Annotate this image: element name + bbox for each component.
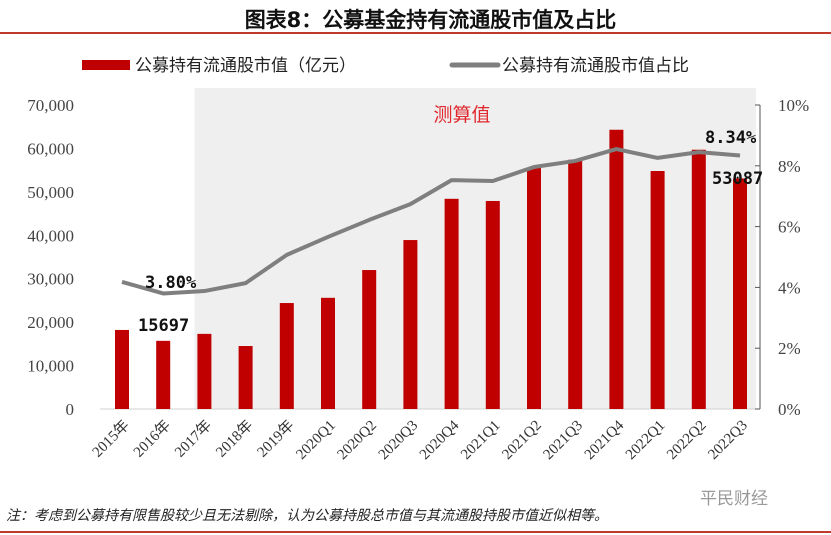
x-tick-label: 2020Q2 xyxy=(335,418,380,463)
bar-2022Q3 xyxy=(733,178,747,409)
bar-2020Q3 xyxy=(403,240,418,409)
x-tick-label: 2019年 xyxy=(254,417,298,461)
left-tick-label: 30,000 xyxy=(27,270,74,289)
x-tick-label: 2022Q2 xyxy=(664,418,709,463)
share-line xyxy=(121,147,741,296)
figure-title: 图表8：公募基金持有流通股市值及占比 xyxy=(244,8,617,32)
bar-2021Q2 xyxy=(527,167,541,409)
x-tick-label: 2020Q3 xyxy=(376,418,421,463)
watermark: 平民财经 xyxy=(700,489,768,509)
bar-2020Q2 xyxy=(362,270,377,409)
left-tick-label: 20,000 xyxy=(27,313,74,332)
x-tick-label: 2022Q3 xyxy=(705,418,750,463)
left-tick-label: 60,000 xyxy=(27,139,74,158)
right-tick-label: 10% xyxy=(778,96,809,115)
bottom-divider xyxy=(0,531,831,533)
bar-2022Q1 xyxy=(650,171,665,409)
right-tick-label: 0% xyxy=(778,400,801,419)
bar-2019年 xyxy=(279,303,294,409)
right-tick-label: 2% xyxy=(778,339,801,358)
legend-label-bar: 公募持有流通股市值（亿元） xyxy=(135,56,356,76)
data-label: 53087 xyxy=(712,169,763,189)
right-tick-label: 8% xyxy=(778,157,801,176)
data-label: 15697 xyxy=(138,316,189,336)
left-tick-label: 0 xyxy=(66,400,75,419)
right-tick-label: 4% xyxy=(778,278,801,297)
x-tick-label: 2022Q1 xyxy=(623,418,668,463)
x-tick-label: 2020Q1 xyxy=(293,418,338,463)
left-tick-label: 10,000 xyxy=(27,357,74,376)
x-tick-label: 2015年 xyxy=(89,417,133,461)
bar-2021Q4 xyxy=(609,129,624,410)
shaded-region-label: 测算值 xyxy=(433,104,490,126)
bar-2020Q4 xyxy=(444,198,459,409)
legend-label-line: 公募持有流通股市值占比 xyxy=(502,56,689,76)
legend-swatch-bar xyxy=(82,60,130,70)
x-tick-label: 2021Q1 xyxy=(458,418,503,463)
data-label: 3.80% xyxy=(145,273,197,293)
x-tick-label: 2016年 xyxy=(130,417,174,461)
bar-2017年 xyxy=(197,333,212,409)
x-tick-label: 2020Q4 xyxy=(417,417,463,463)
bar-2015年 xyxy=(115,329,129,409)
bar-2022Q2 xyxy=(691,149,706,409)
left-tick-label: 50,000 xyxy=(27,183,74,202)
x-tick-label: 2018年 xyxy=(213,417,257,461)
left-tick-label: 70,000 xyxy=(27,96,74,115)
bar-2020Q1 xyxy=(321,297,335,409)
bar-2018年 xyxy=(238,346,253,409)
x-tick-label: 2021Q4 xyxy=(582,417,628,463)
bar-2021Q3 xyxy=(568,159,583,409)
shaded-estimate-region xyxy=(194,88,756,409)
x-tick-label: 2017年 xyxy=(171,417,215,461)
x-tick-label: 2021Q3 xyxy=(541,418,586,463)
title-divider xyxy=(0,32,831,34)
chart-svg: 测算值 公募持有流通股市值（亿元） 公募持有流通股市值占比 0 10,000 20,000… xyxy=(27,56,809,463)
x-tick-label: 2021Q2 xyxy=(499,418,544,463)
data-label: 8.34% xyxy=(705,128,757,148)
right-tick-label: 6% xyxy=(778,218,801,237)
left-tick-label: 40,000 xyxy=(27,226,74,245)
bar-2016年 xyxy=(156,340,171,409)
footnote: 注：考虑到公募持有限售股较少且无法剔除，认为公募持股总市值与其流通股持股市值近似… xyxy=(6,508,608,524)
bar-2021Q1 xyxy=(485,200,500,409)
